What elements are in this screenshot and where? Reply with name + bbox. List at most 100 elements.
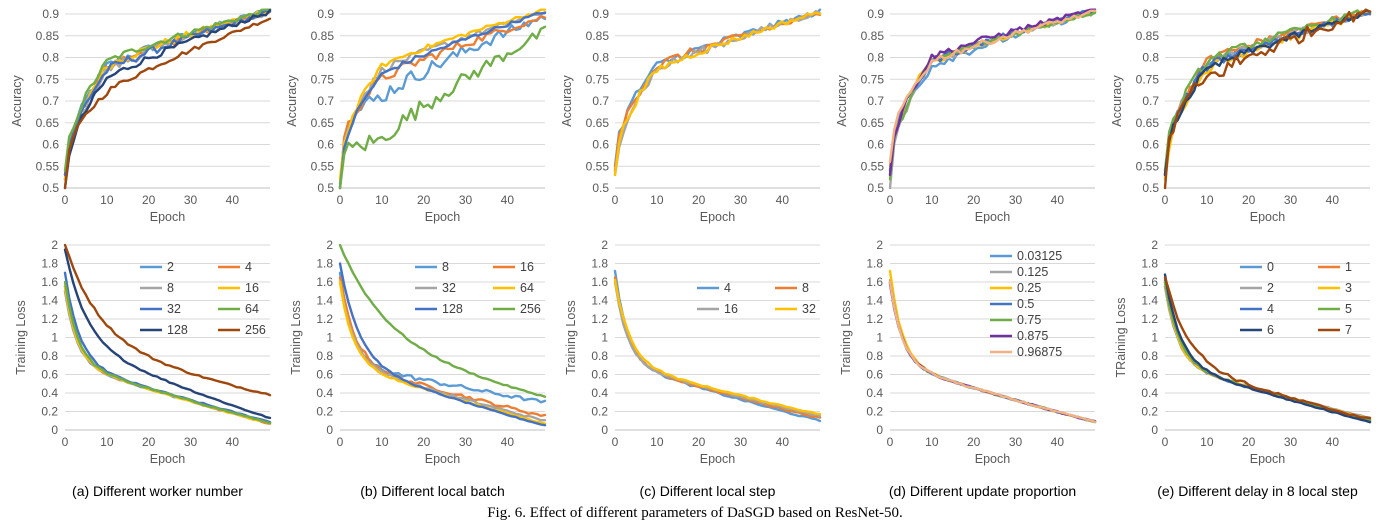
y-tick-label: 0.55 [861, 159, 885, 173]
x-tick-label: 30 [1284, 193, 1298, 207]
y-tick-label: 0.9 [867, 7, 884, 21]
x-tick-label: 0 [337, 193, 344, 207]
y-axis-title: Accuracy [835, 75, 849, 127]
legend-label: 1 [1345, 260, 1352, 274]
y-tick-label: 1.6 [1141, 275, 1158, 289]
y-tick-label: 0.8 [42, 51, 59, 65]
x-tick-label: 30 [184, 435, 198, 449]
x-tick-label: 10 [100, 193, 114, 207]
y-tick-label: 0.85 [36, 29, 60, 43]
legend-item-16: 16 [697, 302, 738, 316]
x-tick-label: 40 [1051, 193, 1065, 207]
y-axis-title: Accuracy [10, 75, 24, 127]
loss-series-256 [63, 243, 272, 397]
y-tick-label: 0.6 [867, 138, 884, 152]
x-tick-label: 30 [1009, 193, 1023, 207]
x-tick-label: 10 [375, 193, 389, 207]
loss-series-0.25 [888, 269, 1097, 423]
accuracy-series-64 [338, 8, 547, 181]
legend-label: 0.875 [1017, 329, 1048, 343]
loss-series-7 [1163, 276, 1372, 420]
legend-item-5: 5 [1318, 302, 1352, 316]
x-tick-label: 40 [226, 193, 240, 207]
x-tick-label: 30 [734, 435, 748, 449]
y-tick-label: 0.9 [592, 7, 609, 21]
legend-label: 128 [442, 302, 463, 316]
y-tick-label: 0.8 [866, 349, 883, 363]
y-tick-label: 0.7 [42, 94, 59, 108]
x-tick-label: 20 [692, 193, 706, 207]
legend-label: 64 [520, 281, 534, 295]
y-tick-label: 0.5 [1142, 181, 1159, 195]
legend-label: 4 [245, 260, 252, 274]
accuracy-series-128 [338, 11, 547, 190]
y-tick-label: 0.8 [41, 349, 58, 363]
accuracy-series-5 [1163, 8, 1372, 172]
x-tick-label: 0 [887, 193, 894, 207]
x-axis-title: Epoch [150, 210, 185, 224]
legend-label: 32 [167, 302, 181, 316]
legend-item-0: 0 [1240, 260, 1274, 274]
legend-item-64: 64 [218, 302, 259, 316]
legend-label: 32 [442, 281, 456, 295]
x-tick-label: 40 [1051, 435, 1065, 449]
legend-item-0.125: 0.125 [990, 265, 1048, 279]
y-tick-label: 1 [876, 331, 883, 345]
legend-item-0.03125: 0.03125 [990, 249, 1062, 263]
figure-caption: Fig. 6. Effect of different parameters o… [487, 505, 903, 521]
x-axis-title: Epoch [700, 452, 735, 466]
loss-chart: 00.20.40.60.811.21.41.61.820 10 20 30 40Epoc… [1114, 238, 1372, 466]
legend-item-32: 32 [140, 302, 181, 316]
y-tick-label: 0.9 [317, 7, 334, 21]
x-tick-label: 10 [925, 193, 939, 207]
loss-series-32 [338, 280, 547, 422]
legend-label: 4 [724, 281, 731, 295]
y-tick-label: 0.6 [41, 368, 58, 382]
accuracy-series-16 [63, 8, 272, 181]
x-tick-label: 20 [142, 193, 156, 207]
y-tick-label: 2 [1151, 238, 1158, 252]
x-tick-label: 0 [1162, 193, 1169, 207]
y-tick-label: 0.55 [36, 159, 60, 173]
x-tick-label: 0 [62, 193, 69, 207]
x-tick-label: 30 [1284, 435, 1298, 449]
loss-chart: 00.20.40.60.811.21.41.61.820 10 20 30 40Epoc… [14, 238, 272, 466]
y-tick-label: 1 [601, 331, 608, 345]
legend-item-0.75: 0.75 [990, 313, 1041, 327]
accuracy-series-0.25 [888, 10, 1097, 168]
x-tick-label: 40 [776, 435, 790, 449]
y-tick-label: 0.6 [1141, 368, 1158, 382]
loss-series-256 [338, 243, 547, 398]
y-tick-label: 0.55 [311, 159, 335, 173]
accuracy-series-0.96875 [888, 9, 1097, 164]
legend-item-0.5: 0.5 [990, 297, 1034, 311]
y-tick-label: 1.8 [866, 257, 883, 271]
legend-label: 8 [167, 281, 174, 295]
y-tick-label: 0.75 [586, 72, 610, 86]
y-axis-title: Accuracy [560, 75, 574, 127]
y-tick-label: 0.6 [1142, 138, 1159, 152]
x-axis-title: Epoch [975, 452, 1010, 466]
accuracy-series-8 [63, 8, 272, 181]
legend-label: 5 [1345, 302, 1352, 316]
legend-label: 64 [245, 302, 259, 316]
y-tick-label: 0.5 [42, 181, 59, 195]
accuracy-series-8 [338, 15, 547, 190]
x-tick-label: 40 [501, 435, 515, 449]
x-tick-label: 20 [1242, 435, 1256, 449]
legend-item-256: 256 [493, 302, 541, 316]
accuracy-series-0 [1163, 11, 1372, 177]
x-tick-label: 40 [776, 193, 790, 207]
y-tick-label: 1.2 [866, 312, 883, 326]
loss-series-128 [63, 248, 272, 420]
y-tick-label: 0.5 [592, 181, 609, 195]
x-axis-title: Epoch [975, 210, 1010, 224]
y-tick-label: 0.2 [41, 405, 58, 419]
x-tick-label: 10 [925, 435, 939, 449]
y-tick-label: 1.8 [1141, 257, 1158, 271]
legend-item-16: 16 [493, 260, 534, 274]
legend-item-2: 2 [1240, 281, 1274, 295]
accuracy-chart: 0.5 0.55 0.6 0.65 0.7 0.75 0.8 0.85 0.9 0 10 20 30 40… [1110, 7, 1372, 224]
y-tick-label: 1.4 [1141, 294, 1158, 308]
y-tick-label: 1 [1151, 331, 1158, 345]
